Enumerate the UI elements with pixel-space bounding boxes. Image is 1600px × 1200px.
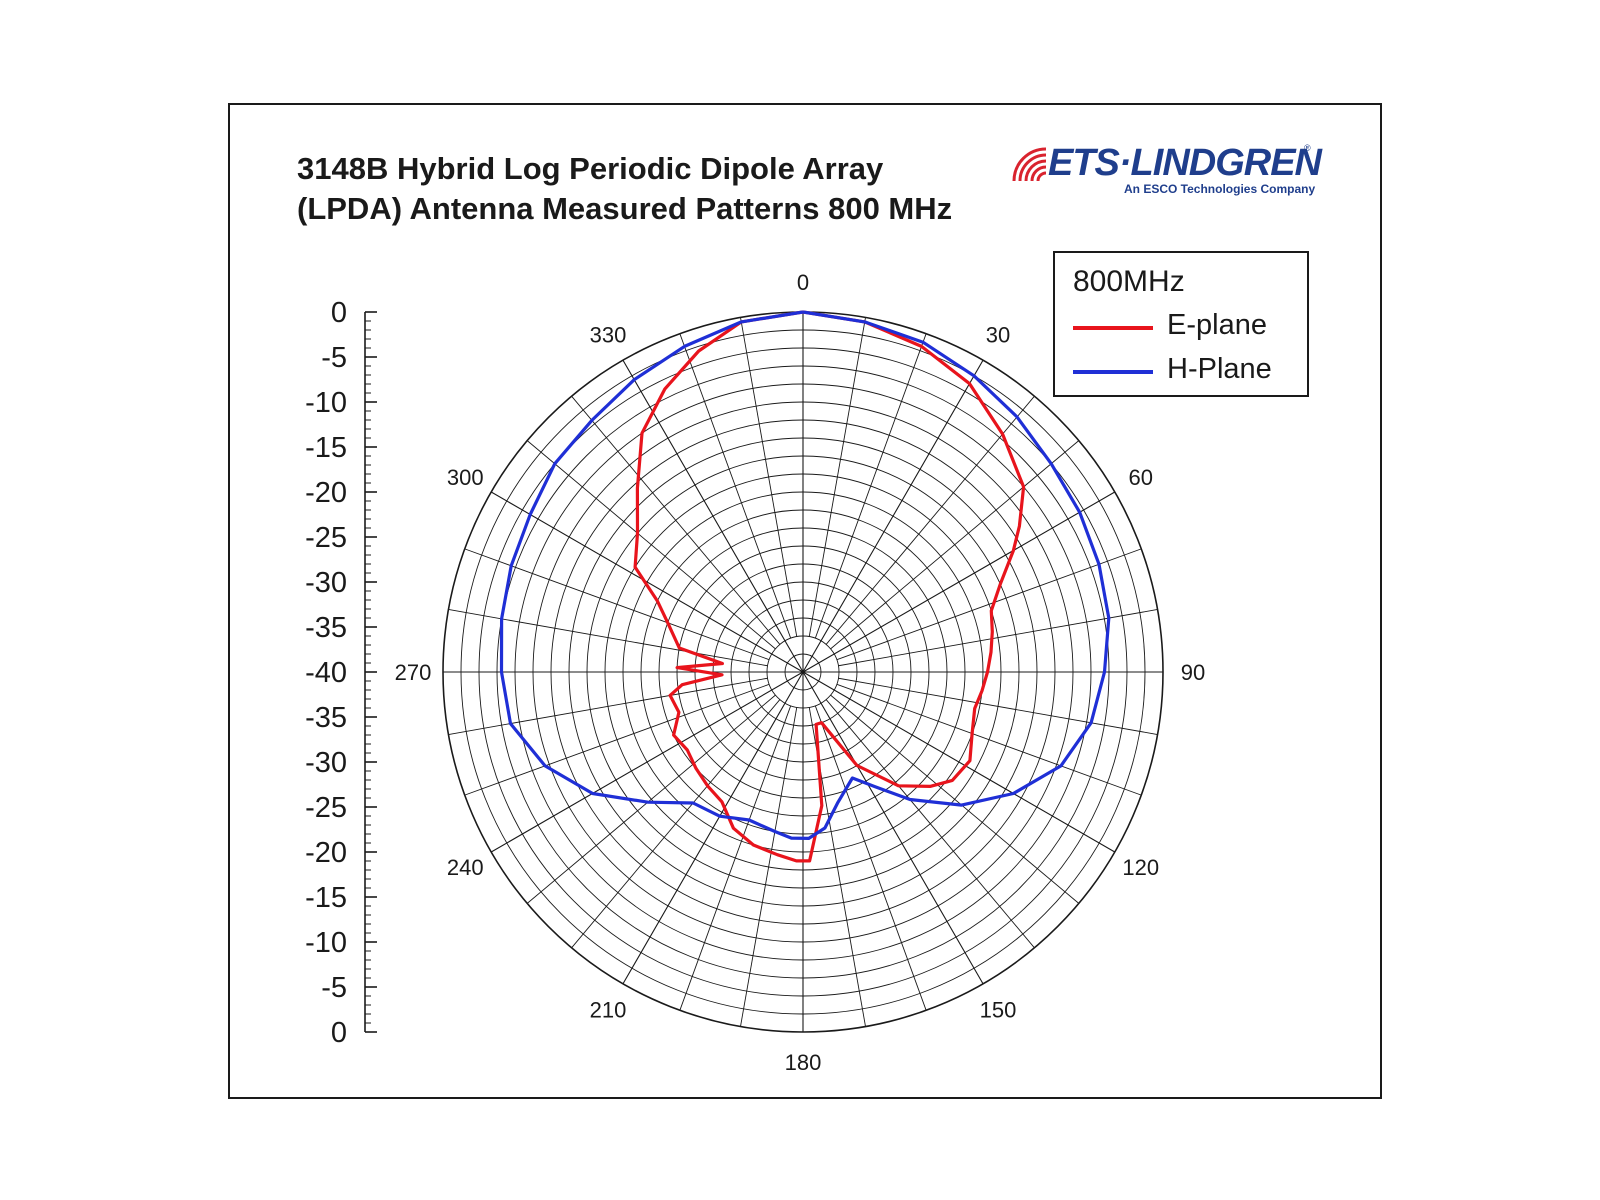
legend-label-e-plane: E-plane [1167,309,1267,341]
grid-spoke [679,333,792,639]
grid-spoke [490,491,804,673]
grid-spoke [825,699,1035,949]
angle-tick-label: 150 [980,998,1017,1023]
polar-chart: 0 -5 -10 -15 -20 -25 -30 -35 -40 -35 -30 -25 -20 -15 -… [305,270,1206,1075]
grid-spoke [814,705,927,1011]
angle-tick-label: 120 [1122,855,1159,880]
chart-title-line-1: 3148B Hybrid Log Periodic Dipole Array [297,151,884,186]
grid-spoke [740,317,798,637]
radial-tick-label: 0 [331,297,347,329]
legend: 800MHz E-plane H-Plane [1053,251,1309,397]
logo-wave-arc [1018,153,1047,182]
legend-swatch-e-plane [1073,326,1153,330]
radial-tick-label: -10 [305,387,347,419]
grid-spoke [679,705,792,1011]
grid-spoke [838,677,1158,735]
grid-spoke [622,671,804,985]
angle-tick-labels: 0 30 60 90 120 150 180 210 240 270 300 330 [395,270,1206,1075]
angle-tick-label: 180 [785,1050,822,1075]
angle-tick-label: 60 [1129,465,1153,490]
logo-registered-mark: ® [1304,143,1311,153]
angle-tick-label: 300 [447,465,484,490]
pattern-series [499,310,1111,863]
logo-wave-arc [1030,165,1047,182]
angle-tick-label: 240 [447,855,484,880]
angle-tick-label: 0 [797,270,809,295]
grid-spoke [490,671,804,853]
legend-label-h-plane: H-Plane [1167,353,1272,385]
radial-tick-label: -40 [305,657,347,689]
grid-spoke [740,707,798,1027]
radial-tick-label: -15 [305,882,347,914]
radial-tick-label: -5 [321,342,347,374]
grid-spoke [464,548,770,661]
ets-lindgren-logo: ETS·LINDGREN ® An ESCO Technologies Comp… [1000,141,1322,197]
radial-tick-label: -15 [305,432,347,464]
grid-spoke [836,683,1142,796]
radial-tick-label: -25 [305,522,347,554]
grid-spoke [802,359,984,673]
logo-name: ETS·LINDGREN [1048,142,1322,184]
grid-spoke [836,548,1142,661]
grid-spoke [802,671,984,985]
radial-tick-label: -35 [305,702,347,734]
polar-grid [442,311,1164,1033]
radial-tick-label: -25 [305,792,347,824]
legend-title: 800MHz [1073,265,1185,298]
chart-title-line-2: (LPDA) Antenna Measured Patterns 800 MHz [297,191,953,226]
grid-spoke [622,359,804,673]
grid-spoke [802,671,1116,853]
grid-spoke [526,694,776,904]
angle-tick-label: 30 [986,322,1010,347]
logo-wave-arc [1036,171,1047,182]
logo-wave-arc [1012,147,1047,182]
radial-tick-label: -35 [305,612,347,644]
grid-spoke [814,333,927,639]
grid-spoke [526,440,776,650]
logo-waves-icon [1012,147,1047,182]
angle-tick-label: 330 [590,322,627,347]
grid-spoke [802,491,1116,673]
series-line-h-plane [499,310,1111,840]
grid-spoke [808,317,866,637]
angle-tick-label: 270 [395,660,432,685]
grid-spoke [464,683,770,796]
chart-title: 3148B Hybrid Log Periodic Dipole Array (… [297,149,1017,229]
legend-item-e-plane: E-plane [1071,307,1301,347]
grid-spoke [825,395,1035,645]
logo-wave-arc [1024,159,1047,182]
radial-tick-label: -20 [305,837,347,869]
radial-tick-label: -5 [321,972,347,1004]
series-line-e-plane [633,310,1026,863]
grid-spoke [830,440,1080,650]
legend-swatch-h-plane [1073,370,1153,374]
logo-subtitle: An ESCO Technologies Company [1124,182,1316,196]
angle-tick-label: 210 [590,998,627,1023]
grid-spoke [571,395,781,645]
radial-tick-label: -30 [305,567,347,599]
grid-spoke [571,699,781,949]
grid-spoke [448,677,768,735]
radial-tick-label: -30 [305,747,347,779]
grid-spoke [830,694,1080,904]
radial-tick-label: -10 [305,927,347,959]
grid-spoke [838,609,1158,667]
angle-tick-label: 90 [1181,660,1205,685]
radial-tick-label: -20 [305,477,347,509]
radial-axis: 0 -5 -10 -15 -20 -25 -30 -35 -40 -35 -30 -25 -20 -15 -… [305,297,377,1049]
radial-tick-label: 0 [331,1017,347,1049]
chart-frame: 3148B Hybrid Log Periodic Dipole Array (… [228,103,1382,1099]
legend-item-h-plane: H-Plane [1071,351,1301,391]
